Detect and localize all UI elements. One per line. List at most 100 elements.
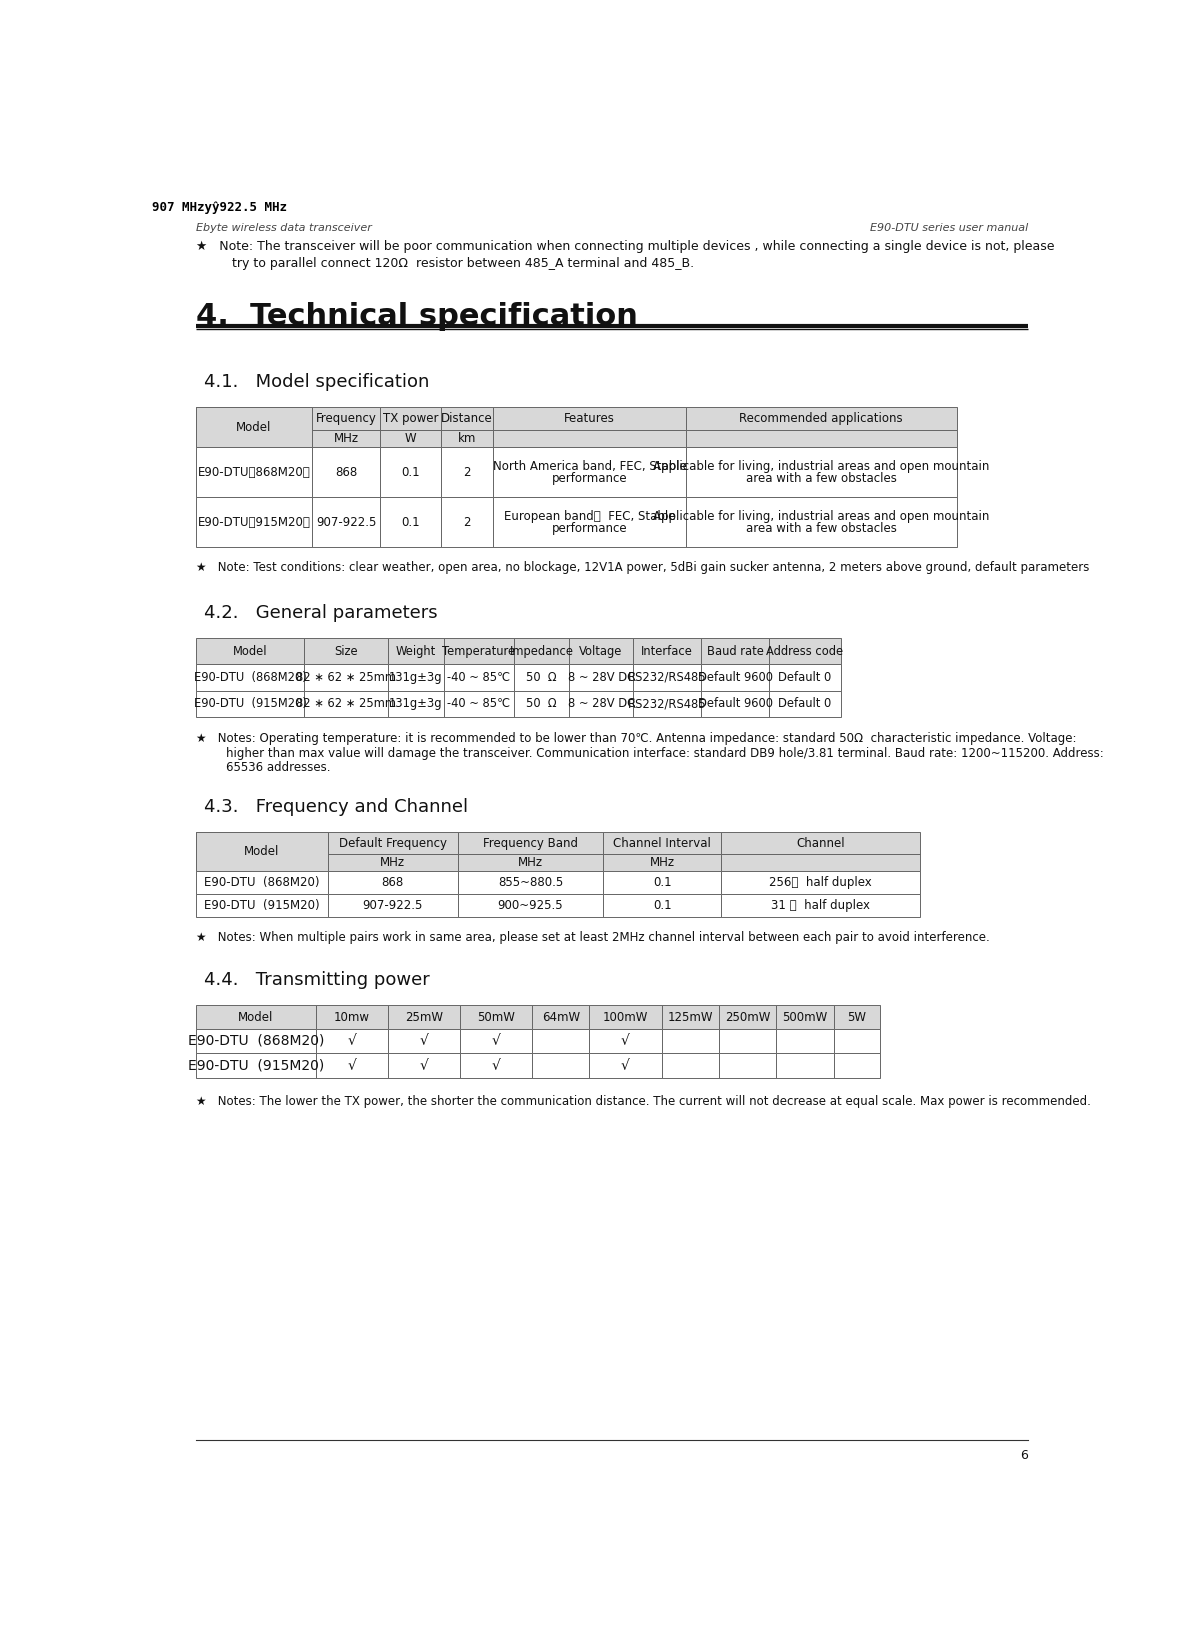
Text: 907 MHzyŷ922.5 MHz: 907 MHzyŷ922.5 MHz <box>153 201 288 214</box>
Text: Address code: Address code <box>767 644 843 658</box>
Bar <box>590 1053 661 1078</box>
Bar <box>493 498 685 547</box>
Text: W: W <box>405 432 417 445</box>
Text: 65536 addresses.: 65536 addresses. <box>196 761 331 775</box>
Bar <box>603 893 721 916</box>
Text: higher than max value will damage the transceiver. Communication interface: stan: higher than max value will damage the tr… <box>196 747 1103 760</box>
Bar <box>513 638 570 664</box>
Text: 0.1: 0.1 <box>401 466 420 480</box>
Text: E90-DTU（868M20）: E90-DTU（868M20） <box>197 466 310 480</box>
Bar <box>685 498 956 547</box>
Text: Frequency Band: Frequency Band <box>484 837 578 849</box>
Bar <box>533 1005 590 1028</box>
Bar <box>833 1053 880 1078</box>
Bar <box>196 893 327 916</box>
Text: 855~880.5: 855~880.5 <box>498 875 564 888</box>
Text: 907-922.5: 907-922.5 <box>316 516 376 529</box>
Text: 50  Ω: 50 Ω <box>527 671 556 684</box>
Text: area with a few obstacles: area with a few obstacles <box>746 522 897 536</box>
Bar <box>196 1028 316 1053</box>
Text: E90-DTU  (915M20): E90-DTU (915M20) <box>204 898 320 911</box>
Bar <box>196 638 304 664</box>
Bar <box>196 498 312 547</box>
Bar <box>721 854 919 870</box>
Bar <box>661 1005 719 1028</box>
Text: try to parallel connect 120Ω  resistor between 485_A terminal and 485_B.: try to parallel connect 120Ω resistor be… <box>196 257 694 270</box>
Bar <box>633 691 701 717</box>
Bar <box>590 1005 661 1028</box>
Bar <box>196 430 312 447</box>
Text: Applicable for living, industrial areas and open mountain: Applicable for living, industrial areas … <box>653 509 990 522</box>
Text: Frequency: Frequency <box>315 412 376 425</box>
Text: Baud rate: Baud rate <box>707 644 764 658</box>
Bar <box>327 893 457 916</box>
Bar <box>380 498 441 547</box>
Text: 82 ∗ 62 ∗ 25mm: 82 ∗ 62 ∗ 25mm <box>296 671 396 684</box>
Text: Interface: Interface <box>641 644 693 658</box>
Text: 0.1: 0.1 <box>653 875 671 888</box>
Text: Ebyte wireless data transceiver: Ebyte wireless data transceiver <box>196 222 371 232</box>
Bar <box>776 1028 833 1053</box>
Bar <box>493 407 685 430</box>
Bar <box>513 664 570 691</box>
Text: Model: Model <box>244 845 279 859</box>
Text: ★   Notes: The lower the TX power, the shorter the communication distance. The c: ★ Notes: The lower the TX power, the sho… <box>196 1094 1090 1107</box>
Text: TX power: TX power <box>382 412 438 425</box>
Text: 2: 2 <box>463 466 470 480</box>
Text: ★   Note: The transceiver will be poor communication when connecting multiple de: ★ Note: The transceiver will be poor com… <box>196 241 1054 254</box>
Text: E90-DTU  (915M20): E90-DTU (915M20) <box>187 1058 324 1073</box>
Text: E90-DTU  (915M20): E90-DTU (915M20) <box>193 697 307 710</box>
Bar <box>570 691 633 717</box>
Bar <box>721 870 919 893</box>
Bar <box>493 447 685 498</box>
Bar <box>380 430 441 447</box>
Bar <box>603 870 721 893</box>
Bar <box>388 691 444 717</box>
Bar <box>196 447 312 498</box>
Text: 82 ∗ 62 ∗ 25mm: 82 ∗ 62 ∗ 25mm <box>296 697 396 710</box>
Text: MHz: MHz <box>650 855 675 868</box>
Bar <box>460 1028 533 1053</box>
Text: ★   Notes: Operating temperature: it is recommended to be lower than 70℃. Antenn: ★ Notes: Operating temperature: it is re… <box>196 732 1076 745</box>
Bar <box>769 691 841 717</box>
Text: Model: Model <box>233 644 267 658</box>
Text: 4.4.   Transmitting power: 4.4. Transmitting power <box>203 971 430 989</box>
Text: 50mW: 50mW <box>478 1010 515 1023</box>
Text: 4.1.   Model specification: 4.1. Model specification <box>203 372 429 391</box>
Bar <box>570 664 633 691</box>
Bar <box>833 1028 880 1053</box>
Bar <box>457 870 603 893</box>
Bar <box>776 1053 833 1078</box>
Bar <box>388 664 444 691</box>
Bar <box>457 854 603 870</box>
Text: E90-DTU  (868M20): E90-DTU (868M20) <box>187 1033 324 1048</box>
Bar <box>633 638 701 664</box>
Bar <box>685 430 956 447</box>
Bar <box>304 638 388 664</box>
Text: Features: Features <box>564 412 615 425</box>
Text: Default 9600: Default 9600 <box>697 671 773 684</box>
Text: 10mw: 10mw <box>334 1010 370 1023</box>
Bar <box>196 691 304 717</box>
Bar <box>570 638 633 664</box>
Text: √: √ <box>621 1033 630 1048</box>
Bar <box>776 1005 833 1028</box>
Text: Channel: Channel <box>796 837 844 849</box>
Text: Distance: Distance <box>441 412 493 425</box>
Text: MHz: MHz <box>333 432 358 445</box>
Text: E90-DTU（915M20）: E90-DTU（915M20） <box>197 516 310 529</box>
Text: 131g±3g: 131g±3g <box>389 697 443 710</box>
Text: 131g±3g: 131g±3g <box>389 671 443 684</box>
Text: 0.1: 0.1 <box>653 898 671 911</box>
Bar <box>196 832 327 870</box>
Text: ★   Note: Test conditions: clear weather, open area, no blockage, 12V1A power, 5: ★ Note: Test conditions: clear weather, … <box>196 562 1089 574</box>
Bar <box>388 638 444 664</box>
Text: 0.1: 0.1 <box>401 516 420 529</box>
Text: Model: Model <box>236 420 271 433</box>
Bar <box>388 1005 460 1028</box>
Text: 64mW: 64mW <box>542 1010 580 1023</box>
Bar <box>196 407 312 447</box>
Text: √: √ <box>347 1033 356 1048</box>
Bar <box>388 1053 460 1078</box>
Bar <box>304 664 388 691</box>
